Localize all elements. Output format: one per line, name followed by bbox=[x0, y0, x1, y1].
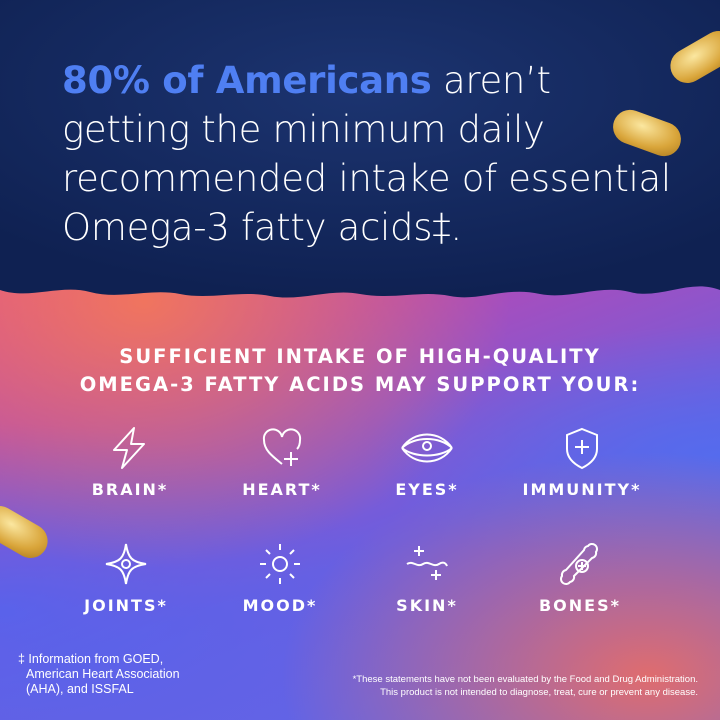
eye-icon bbox=[401, 433, 453, 463]
footnote-line: American Heart Association bbox=[26, 667, 180, 681]
navy-header-wave bbox=[0, 0, 720, 298]
benefit-label: SKIN* bbox=[396, 596, 458, 615]
disclaimer-line: This product is not intended to diagnose… bbox=[380, 687, 698, 698]
headline-highlight: 80% of Americans bbox=[62, 59, 432, 102]
heart-plus-icon bbox=[262, 428, 302, 466]
benefit-brain: BRAIN* bbox=[50, 426, 210, 499]
headline-rest: aren’t getting the minimum daily recomme… bbox=[62, 59, 671, 249]
headline: 80% of Americans aren’t getting the mini… bbox=[62, 56, 682, 252]
fda-disclaimer: *These statements have not been evaluate… bbox=[353, 673, 698, 699]
benefit-skin: SKIN* bbox=[347, 542, 507, 615]
benefit-joints: JOINTS* bbox=[46, 542, 206, 615]
wave-sparkle-icon bbox=[406, 546, 448, 580]
benefit-mood: MOOD* bbox=[200, 542, 360, 615]
benefit-label: JOINTS* bbox=[84, 596, 168, 615]
sparkle-joint-icon bbox=[105, 543, 147, 585]
benefit-label: IMMUNITY* bbox=[522, 480, 642, 499]
benefit-bones: BONES* bbox=[500, 542, 660, 615]
source-footnote: ‡ Information from GOED, American Heart A… bbox=[18, 652, 180, 697]
subheading-line1: SUFFICIENT INTAKE OF HIGH-QUALITY bbox=[119, 345, 601, 368]
benefit-eyes: EYES* bbox=[347, 426, 507, 499]
subheading: SUFFICIENT INTAKE OF HIGH-QUALITY OMEGA-3… bbox=[0, 343, 720, 399]
shield-plus-icon bbox=[566, 427, 598, 470]
footnote-line: ‡ Information from GOED, bbox=[18, 652, 164, 666]
subheading-line2: OMEGA-3 FATTY ACIDS MAY SUPPORT YOUR: bbox=[79, 373, 641, 396]
disclaimer-line: *These statements have not been evaluate… bbox=[352, 674, 698, 685]
benefit-label: EYES* bbox=[395, 480, 459, 499]
benefit-heart: HEART* bbox=[202, 426, 362, 499]
sun-icon bbox=[260, 544, 300, 584]
lightning-icon bbox=[113, 427, 145, 469]
bone-plus-icon bbox=[560, 543, 598, 585]
footnote-line: (AHA), and ISSFAL bbox=[26, 682, 134, 696]
benefit-label: HEART* bbox=[242, 480, 322, 499]
benefit-immunity: IMMUNITY* bbox=[502, 426, 662, 499]
benefit-label: BONES* bbox=[538, 596, 621, 615]
benefit-label: BRAIN* bbox=[91, 480, 169, 499]
benefit-label: MOOD* bbox=[242, 596, 318, 615]
gradient-background bbox=[0, 280, 720, 720]
